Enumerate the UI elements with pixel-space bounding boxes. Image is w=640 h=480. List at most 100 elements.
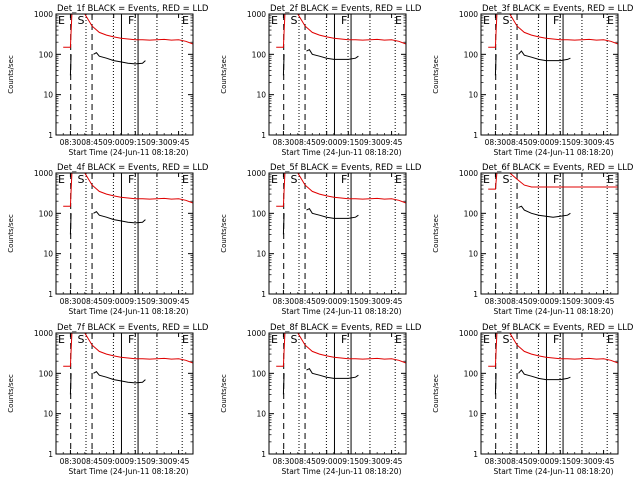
y-tick-label: 1 xyxy=(48,290,53,299)
phase-marker-label: E xyxy=(483,173,490,186)
phase-marker-label: S xyxy=(502,14,509,27)
y-tick-label: 1 xyxy=(473,290,478,299)
phase-marker-label: E xyxy=(271,14,278,27)
y-tick-label: 1000 xyxy=(247,169,266,178)
y-tick-label: 1 xyxy=(261,290,266,299)
x-tick-label: 09:45 xyxy=(168,457,190,466)
x-tick-label: 08:30 xyxy=(60,297,82,306)
phase-marker-label: E xyxy=(58,333,65,346)
x-axis-label: Start Time (24-Jun-11 08:18:20) xyxy=(494,467,614,476)
series-line-events xyxy=(282,208,359,235)
y-tick-label: 100 xyxy=(39,50,54,59)
y-tick-label: 10 xyxy=(43,250,53,259)
phase-marker-label: E xyxy=(182,14,189,27)
series-line-events xyxy=(518,205,571,218)
panel-3: Det_3f BLACK = Events, RED = LLD Counts/s… xyxy=(432,4,634,157)
y-tick-label: 10 xyxy=(256,250,266,259)
y-tick-label: 100 xyxy=(39,369,54,378)
phase-marker-label: S xyxy=(77,333,84,346)
panel-title: Det_6f BLACK = Events, RED = LLD xyxy=(482,163,634,173)
x-tick-label: 09:00 xyxy=(528,297,550,306)
x-tick-label: 09:00 xyxy=(528,457,550,466)
panel-title: Det_4f BLACK = Events, RED = LLD xyxy=(57,163,209,173)
panel-7: Det_7f BLACK = Events, RED = LLD Counts/s… xyxy=(7,323,209,476)
series-line-events xyxy=(282,368,359,395)
phase-marker-label: E xyxy=(607,14,614,27)
y-tick-label: 1000 xyxy=(459,329,478,338)
x-tick-label: 09:45 xyxy=(381,138,403,147)
phase-marker-label: F xyxy=(341,14,347,27)
x-tick-label: 09:15 xyxy=(550,457,572,466)
x-tick-label: 09:45 xyxy=(381,297,403,306)
x-tick-label: 08:30 xyxy=(273,457,295,466)
x-tick-label: 09:45 xyxy=(593,457,615,466)
x-tick-label: 09:30 xyxy=(571,457,593,466)
y-tick-label: 1000 xyxy=(34,10,53,19)
panel-4: Det_4f BLACK = Events, RED = LLD Counts/s… xyxy=(7,163,209,316)
x-tick-label: 09:30 xyxy=(359,457,381,466)
panel-1: Det_1f BLACK = Events, RED = LLD Counts/s… xyxy=(7,4,209,157)
phase-marker-label: E xyxy=(483,14,490,27)
x-tick-label: 09:15 xyxy=(338,297,360,306)
x-tick-label: 08:30 xyxy=(60,457,82,466)
x-tick-label: 09:45 xyxy=(381,457,403,466)
phase-marker-label: E xyxy=(271,173,278,186)
x-tick-label: 09:30 xyxy=(571,138,593,147)
x-tick-label: 08:30 xyxy=(60,138,82,147)
x-tick-label: 09:45 xyxy=(168,297,190,306)
x-tick-label: 08:45 xyxy=(294,297,316,306)
x-tick-label: 09:15 xyxy=(125,138,147,147)
panel-title: Det_9f BLACK = Events, RED = LLD xyxy=(482,323,634,333)
phase-marker-label: E xyxy=(271,333,278,346)
series-line-events xyxy=(282,49,359,76)
x-tick-label: 09:30 xyxy=(146,138,168,147)
y-tick-label: 1 xyxy=(261,131,266,140)
phase-marker-label: E xyxy=(607,173,614,186)
series-line-events xyxy=(69,211,146,235)
x-tick-label: 08:45 xyxy=(294,138,316,147)
phase-marker-label: S xyxy=(290,173,297,186)
phase-marker-label: E xyxy=(483,333,490,346)
y-tick-label: 10 xyxy=(468,250,478,259)
series-line-events xyxy=(494,369,571,395)
y-tick-label: 100 xyxy=(252,369,267,378)
x-tick-label: 09:00 xyxy=(528,138,550,147)
panel-title: Det_5f BLACK = Events, RED = LLD xyxy=(270,163,422,173)
x-tick-label: 09:30 xyxy=(359,297,381,306)
phase-marker-label: E xyxy=(182,333,189,346)
phase-marker-label: F xyxy=(341,173,347,186)
x-tick-label: 09:00 xyxy=(316,297,338,306)
y-tick-label: 100 xyxy=(464,369,479,378)
y-tick-label: 10 xyxy=(256,91,266,100)
y-tick-label: 100 xyxy=(252,50,267,59)
phase-marker-label: S xyxy=(502,173,509,186)
y-tick-label: 10 xyxy=(43,410,53,419)
x-tick-label: 09:15 xyxy=(338,457,360,466)
x-tick-label: 08:30 xyxy=(273,138,295,147)
panel-title: Det_2f BLACK = Events, RED = LLD xyxy=(270,4,422,14)
x-tick-label: 09:45 xyxy=(593,138,615,147)
y-axis-label: Counts/sec xyxy=(220,374,228,413)
y-tick-label: 10 xyxy=(43,91,53,100)
x-tick-label: 09:15 xyxy=(550,138,572,147)
plot-frame xyxy=(55,172,194,295)
y-tick-label: 1 xyxy=(261,450,266,459)
x-tick-label: 08:30 xyxy=(485,138,507,147)
y-tick-label: 1000 xyxy=(34,329,53,338)
x-tick-label: 08:45 xyxy=(81,138,103,147)
phase-marker-label: S xyxy=(77,173,84,186)
y-tick-label: 10 xyxy=(468,91,478,100)
x-tick-label: 08:45 xyxy=(81,297,103,306)
phase-marker-label: S xyxy=(290,333,297,346)
x-tick-label: 09:45 xyxy=(168,138,190,147)
panel-title: Det_7f BLACK = Events, RED = LLD xyxy=(57,323,209,333)
phase-marker-label: E xyxy=(395,14,402,27)
x-tick-label: 09:30 xyxy=(146,297,168,306)
phase-marker-label: E xyxy=(58,173,65,186)
x-axis-label: Start Time (24-Jun-11 08:18:20) xyxy=(494,307,614,316)
x-axis-label: Start Time (24-Jun-11 08:18:20) xyxy=(282,307,402,316)
y-axis-label: Counts/sec xyxy=(432,55,440,94)
plot-frame xyxy=(268,13,407,136)
x-axis-label: Start Time (24-Jun-11 08:18:20) xyxy=(282,467,402,476)
phase-marker-label: E xyxy=(395,173,402,186)
